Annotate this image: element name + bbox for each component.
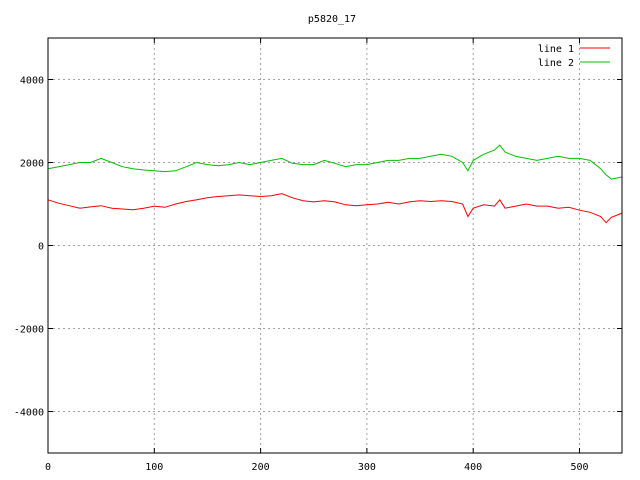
x-tick-label: 300 bbox=[358, 462, 376, 473]
legend-label-line-1: line 1 bbox=[538, 44, 574, 55]
y-tick-label: 0 bbox=[38, 242, 44, 253]
y-tick-label: -2000 bbox=[14, 325, 44, 336]
x-tick-label: 500 bbox=[570, 462, 588, 473]
legend: line 1 line 2 bbox=[538, 44, 610, 69]
legend-label-line-2: line 2 bbox=[538, 58, 574, 69]
x-tick-label: 100 bbox=[145, 462, 163, 473]
x-tick-label: 400 bbox=[464, 462, 482, 473]
x-tick-label: 0 bbox=[45, 462, 51, 473]
series-line-1 bbox=[47, 193, 623, 224]
grid bbox=[48, 38, 622, 453]
x-tick-label: 200 bbox=[252, 462, 270, 473]
tick-marks bbox=[47, 38, 622, 453]
y-tick-label: 2000 bbox=[20, 159, 44, 170]
y-tick-label: 4000 bbox=[20, 76, 44, 87]
series-layer bbox=[47, 144, 623, 224]
series-line-2 bbox=[47, 144, 623, 180]
chart-title: p5820_17 bbox=[308, 14, 356, 25]
y-tick-label: -4000 bbox=[14, 408, 44, 419]
